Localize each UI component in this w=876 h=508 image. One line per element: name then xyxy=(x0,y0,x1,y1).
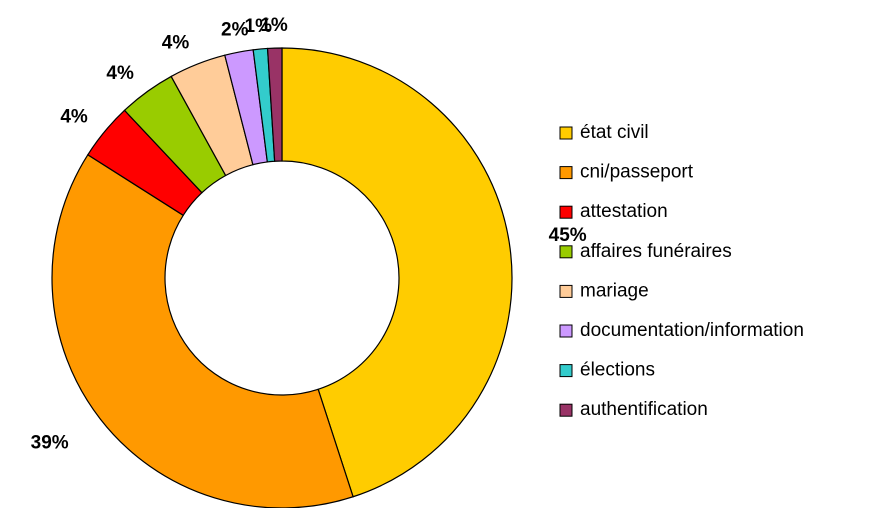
data-label: 4% xyxy=(60,106,88,127)
legend-label: mariage xyxy=(580,280,649,301)
data-label: 39% xyxy=(31,433,69,454)
slice xyxy=(51,153,354,508)
legend-swatch xyxy=(559,166,573,180)
legend-label: état civil xyxy=(580,122,649,143)
legend-label: affaires funéraires xyxy=(580,241,732,262)
data-label: 4% xyxy=(106,63,134,84)
legend-swatch xyxy=(559,364,573,378)
data-label: 1% xyxy=(245,16,273,37)
data-label: 1% xyxy=(260,15,288,36)
legend-label: élections xyxy=(580,360,655,381)
legend-swatch xyxy=(559,284,573,298)
slice xyxy=(266,47,283,162)
data-label: 4% xyxy=(162,33,190,54)
data-label: 45% xyxy=(549,225,587,246)
legend-swatch xyxy=(559,403,573,417)
legend-swatch xyxy=(559,205,573,219)
legend-label: authentification xyxy=(580,399,708,420)
legend-label: cni/passeport xyxy=(580,162,694,183)
legend-swatch xyxy=(559,126,573,140)
legend-swatch xyxy=(559,245,573,259)
data-label: 2% xyxy=(221,19,249,40)
slice xyxy=(281,47,513,498)
legend-label: documentation/information xyxy=(580,320,804,341)
legend-label: attestation xyxy=(580,201,668,222)
legend-swatch xyxy=(559,324,573,338)
